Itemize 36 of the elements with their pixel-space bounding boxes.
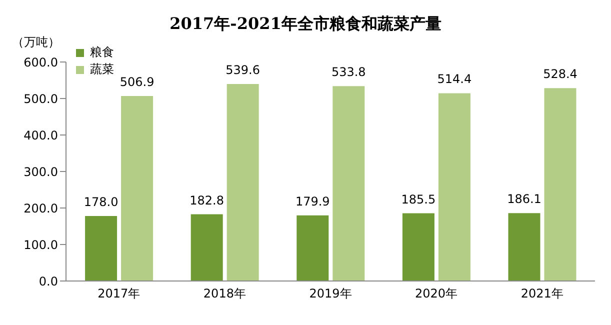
data-label: 533.8 — [331, 65, 366, 80]
data-label: 185.5 — [401, 192, 436, 206]
legend-label: 蔬菜 — [89, 61, 114, 78]
bar — [226, 84, 259, 281]
x-tick-label: 2019年 — [309, 286, 352, 301]
y-tick-label: 300.0 — [24, 164, 58, 179]
data-label: 182.8 — [190, 193, 224, 208]
bar — [438, 93, 470, 281]
data-label: 506.9 — [120, 74, 154, 89]
legend-label: 粮食 — [89, 44, 114, 61]
y-tick-label: 400.0 — [24, 128, 58, 142]
y-tick-label: 500.0 — [24, 92, 58, 106]
bar — [332, 86, 365, 281]
bar — [190, 214, 223, 281]
bar — [85, 216, 118, 281]
y-tick-label: 100.0 — [24, 238, 58, 252]
data-label: 514.4 — [437, 72, 472, 86]
y-tick-label: 0.0 — [38, 274, 58, 288]
data-label: 528.4 — [543, 67, 578, 82]
x-tick-label: 2020年 — [415, 286, 458, 301]
x-tick-label: 2018年 — [203, 286, 246, 301]
bar — [508, 213, 540, 281]
data-label: 186.1 — [507, 192, 542, 206]
data-label: 179.9 — [295, 194, 330, 208]
y-tick-label: 600.0 — [24, 55, 58, 70]
x-tick-label: 2021年 — [520, 286, 564, 301]
bar — [296, 215, 329, 281]
data-label: 539.6 — [226, 63, 260, 78]
y-tick-label: 200.0 — [24, 201, 58, 216]
chart-title: 2017年-2021年全市粮食和蔬菜产量 — [168, 14, 442, 35]
data-label: 178.0 — [84, 195, 118, 210]
bar — [402, 213, 434, 281]
y-axis-title: （万吨） — [12, 34, 60, 51]
bar — [121, 96, 154, 281]
x-tick-label: 2017年 — [98, 286, 140, 301]
bar — [544, 88, 576, 281]
